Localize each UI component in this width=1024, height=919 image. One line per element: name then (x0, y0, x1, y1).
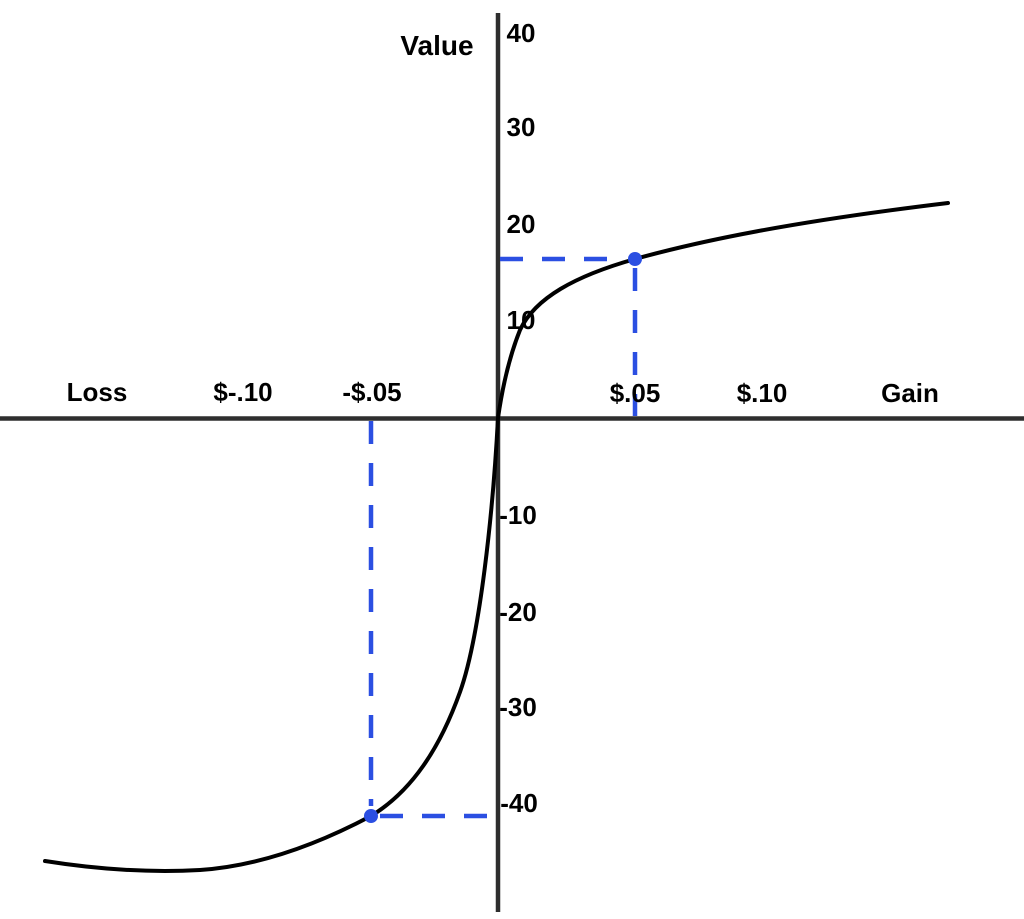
x-axis-gain-label: Gain (881, 378, 939, 408)
y-tick-label-minus30: -30 (499, 692, 537, 722)
y-tick-label-30: 30 (506, 112, 536, 142)
y-tick-label-minus10: -10 (499, 500, 537, 530)
x-axis-loss-label: Loss (66, 377, 128, 407)
x-tick-label-neg-10cents: $-.10 (213, 377, 273, 407)
x-tick-label-pos-05cents: $.05 (609, 378, 661, 408)
y-tick-label-10: 10 (506, 305, 536, 335)
y-tick-label-minus40: -40 (500, 788, 538, 818)
loss-point-marker (364, 809, 378, 823)
gain-point-marker (628, 252, 642, 266)
y-tick-label-minus20: -20 (499, 597, 537, 627)
y-tick-label-20: 20 (506, 209, 536, 239)
x-tick-label-neg-05cents: -$.05 (342, 377, 402, 407)
y-axis-title: Value (400, 30, 474, 61)
x-tick-label-pos-10cents: $.10 (736, 378, 788, 408)
y-tick-label-40: 40 (506, 18, 536, 48)
